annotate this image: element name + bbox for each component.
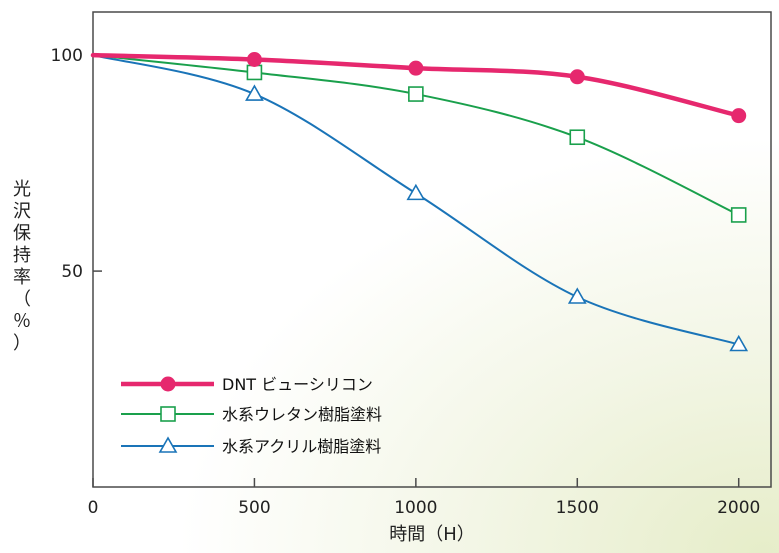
plot-frame xyxy=(92,11,772,488)
x-tick-label: 1000 xyxy=(394,498,437,518)
series-1 xyxy=(90,52,747,124)
data-point xyxy=(567,287,587,304)
x-tick-label: 500 xyxy=(238,498,270,518)
legend-item: 水系ウレタン樹脂塗料 xyxy=(121,405,382,424)
data-point xyxy=(246,52,262,67)
x-tick-label: 0 xyxy=(88,498,99,518)
legend-label: 水系アクリル樹脂塗料 xyxy=(222,437,381,456)
data-point xyxy=(729,334,749,352)
series-2 xyxy=(92,54,747,223)
series-3 xyxy=(92,54,749,352)
legend-label: 水系ウレタン樹脂塗料 xyxy=(222,405,382,424)
legend-item: DNT ビューシリコン xyxy=(121,375,373,394)
y-axis-ticks: 50 100 xyxy=(51,46,102,282)
x-tick-label: 2000 xyxy=(717,498,760,518)
y-tick-label: 50 xyxy=(61,262,83,282)
data-point xyxy=(406,183,426,201)
x-axis-title: 時間（H） xyxy=(389,524,475,545)
data-point xyxy=(408,86,424,102)
x-axis-ticks: 0 500 1000 1500 2000 xyxy=(88,478,760,518)
y-tick-label: 100 xyxy=(51,46,83,66)
data-point xyxy=(408,60,424,76)
legend-item: 水系アクリル樹脂塗料 xyxy=(121,436,381,456)
data-point xyxy=(245,84,264,101)
data-point xyxy=(731,108,747,124)
y-axis-title: 光沢保持率（％） xyxy=(13,179,31,354)
data-point xyxy=(730,207,747,223)
legend-marker xyxy=(160,406,176,422)
data-point xyxy=(569,129,586,146)
data-point xyxy=(569,69,585,85)
data-point xyxy=(246,64,263,81)
legend-marker xyxy=(158,436,178,453)
series-layer xyxy=(90,52,749,352)
x-tick-label: 1500 xyxy=(556,498,599,518)
legend-label: DNT ビューシリコン xyxy=(222,375,373,394)
legend-marker xyxy=(160,376,176,392)
